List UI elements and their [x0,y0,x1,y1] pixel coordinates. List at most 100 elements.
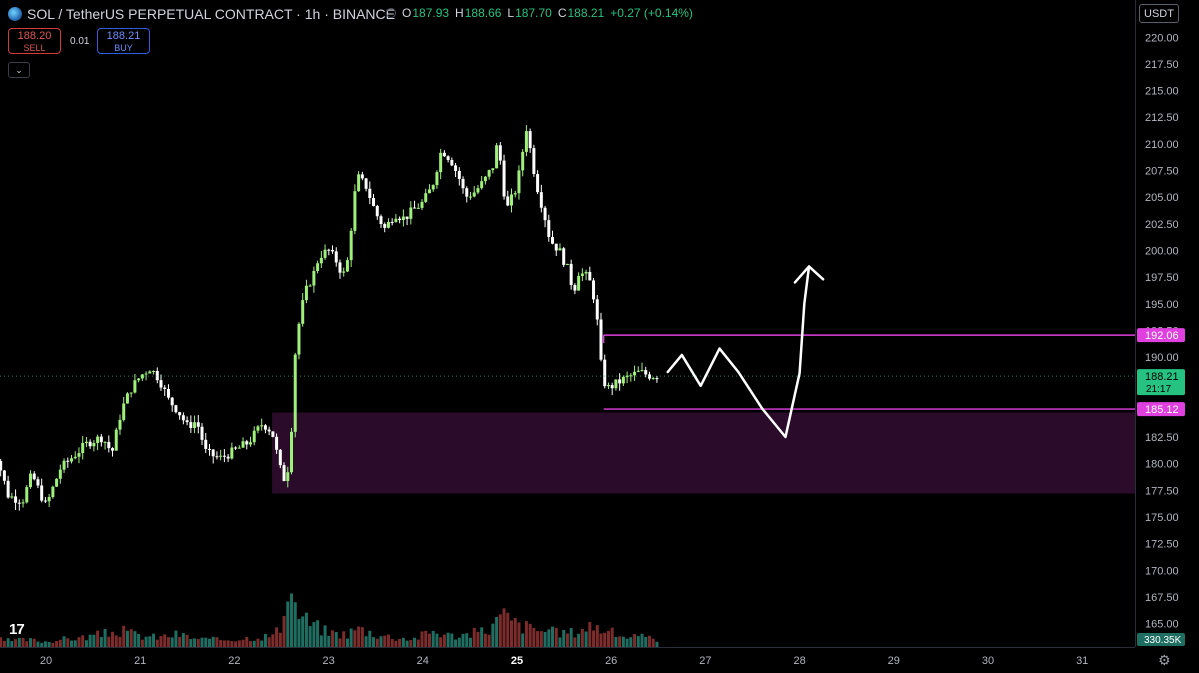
candle-body [107,441,111,449]
volume-bar [510,620,514,647]
volume-bar [595,625,599,647]
candle-body [73,456,77,459]
candle-body [554,243,558,251]
gear-icon[interactable]: ⚙ [1158,652,1171,668]
candle-body [245,441,249,445]
volume-bar [111,631,115,647]
tradingview-logo-icon[interactable]: 17 [9,621,25,638]
candle-body [77,453,81,457]
volume-bar [435,633,439,647]
volume-bar [155,639,159,647]
candle-body [170,397,174,406]
volume-bar [476,631,480,647]
y-tick-label: 210.00 [1145,139,1179,151]
volume-bar [137,633,141,647]
currency-unit-selector[interactable]: USDT [1139,4,1179,23]
sell-button[interactable]: 188.20 SELL [8,28,61,54]
candle-body [450,159,454,166]
y-tick-label: 207.50 [1145,166,1179,178]
candle-body [275,436,279,450]
volume-bar [263,633,267,647]
candle-body [125,393,129,404]
candle-body [345,260,349,272]
volume-bar [43,641,47,647]
volume-label: 330.35K [1144,635,1182,646]
volume-bar [439,637,443,647]
candle-body [36,479,40,486]
y-tick-label: 215.00 [1145,86,1179,98]
volume-bar [629,637,633,647]
volume-bar [375,638,379,647]
level-tag-192.06 [1137,328,1185,343]
x-tick-label: 20 [40,655,52,667]
volume-bar [606,630,610,647]
candle-body [390,221,394,223]
candle-body [439,152,443,173]
candle-body [32,473,36,480]
volume-bar [357,626,361,647]
candle-body [62,460,66,470]
volume-bar [331,630,335,647]
volume-bar [547,629,551,647]
volume-bar [465,633,469,647]
collapse-chevron-icon[interactable]: ⌄ [8,62,30,78]
candle-body [353,191,357,231]
candle-body [476,188,480,193]
y-tick-label: 172.50 [1145,539,1179,551]
volume-bar [461,633,465,647]
volume-bar [588,622,592,647]
volume-bar [215,637,219,647]
candle-body [260,425,264,427]
candle-body [584,271,588,274]
volume-bar [551,626,555,647]
volume-bar [304,612,308,647]
candle-body [304,285,308,301]
candle-body [234,447,238,449]
candle-body [424,193,428,202]
candle-body [651,378,655,380]
candle-body [625,375,629,378]
x-tick-label: 28 [793,655,805,667]
volume-bar [569,628,573,647]
volume-bar [99,636,103,647]
volume-bar [297,618,301,647]
low-value: 187.70 [515,6,552,20]
candle-body [454,165,458,171]
candle-body [487,170,491,177]
candle-body [398,218,402,221]
volume-bar [498,614,502,647]
symbol-header[interactable]: SOL / TetherUS PERPETUAL CONTRACT · 1h ·… [8,5,395,23]
candle-body [468,196,472,198]
y-tick-label: 177.50 [1145,485,1179,497]
visibility-dot-icon[interactable] [386,8,396,18]
candle-body [252,430,256,443]
buy-button[interactable]: 188.21 BUY [97,28,150,54]
volume-bar [58,639,62,647]
candle-body [84,441,88,444]
candle-body [551,236,555,244]
volume-bar [312,622,316,647]
volume-bar [196,639,200,647]
volume-bar [625,638,629,647]
volume-bar [2,640,6,647]
spread-value: 0.01 [70,36,90,47]
y-tick-label: 217.50 [1145,59,1179,71]
candle-body [96,436,100,444]
candle-body [118,419,122,430]
candle-body [614,379,618,389]
candle-body [319,257,323,264]
candle-body [148,371,152,374]
candle-body [394,218,398,222]
candle-body [290,431,294,473]
volume-bar [286,601,290,647]
candle-body [189,422,193,429]
projection-arrowhead-icon [793,265,825,284]
candle-body [372,197,376,206]
candle-body [532,148,536,175]
candle-body [155,370,159,381]
candle-body [267,429,271,432]
x-tick-label: 21 [134,655,146,667]
volume-bar [28,638,32,647]
volume-bar [193,638,197,647]
